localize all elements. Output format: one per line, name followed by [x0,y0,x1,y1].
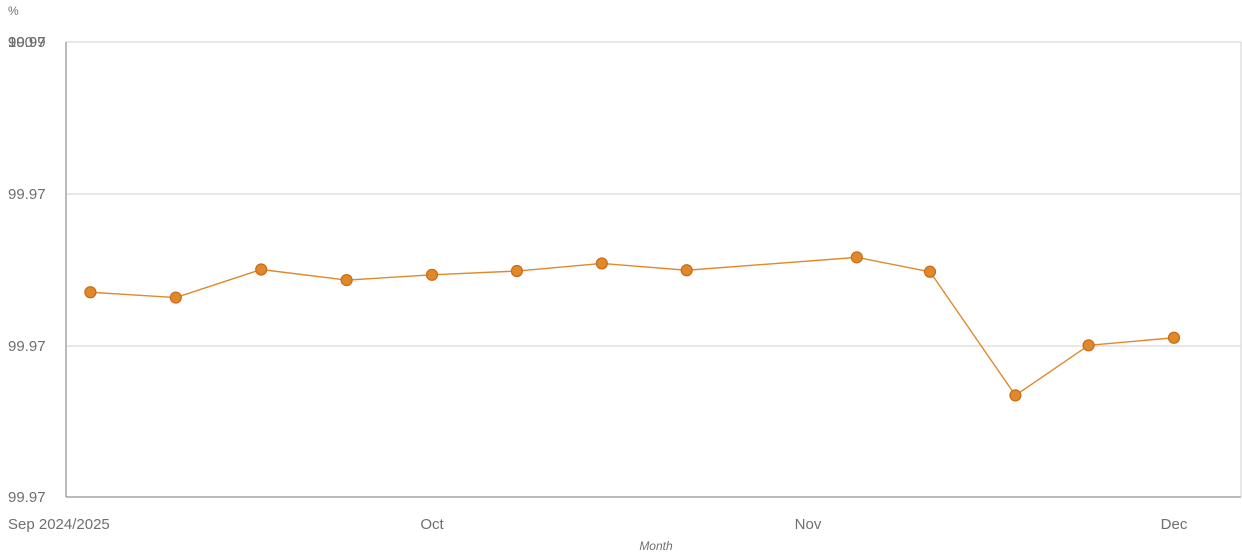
x-tick-label: Sep 2024/2025 [8,516,110,533]
data-point [850,251,863,264]
x-tick-label: Oct [420,516,444,533]
y-tick-label: 99.97 [8,489,46,506]
data-point [425,268,439,281]
data-point [1167,331,1181,344]
data-point [255,263,268,276]
data-point [1009,389,1022,402]
data-point [1082,339,1095,352]
data-point [923,265,937,278]
y-tick-label: 99.97 [8,186,46,203]
y-axis-title: % [8,4,19,18]
y-tick-label: 99.97 [8,34,46,51]
data-point [340,274,353,287]
data-point [595,257,608,270]
data-point [510,264,524,278]
data-point [680,264,693,277]
x-tick-label: Dec [1161,516,1188,533]
data-point [84,286,97,299]
data-point [169,291,182,304]
y-tick-label: 99.97 [8,338,46,355]
x-tick-label: Nov [795,516,822,533]
y-tick-label: 99.99 [8,34,46,51]
y-tick-label: 100 [8,34,33,51]
series-line [89,256,1175,397]
x-axis-title: Month [639,539,673,553]
